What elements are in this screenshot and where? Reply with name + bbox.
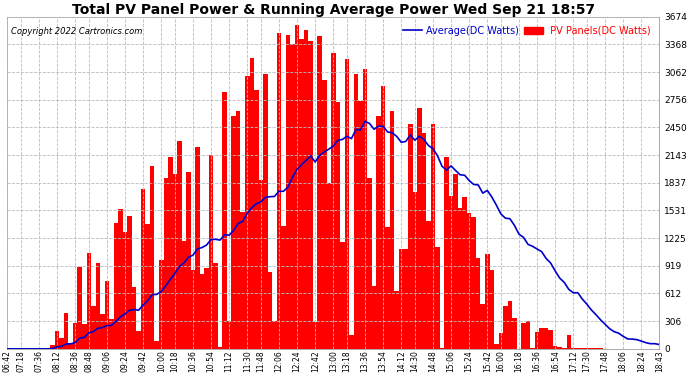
Legend: Average(DC Watts),  PV Panels(DC Watts): Average(DC Watts), PV Panels(DC Watts) [399, 22, 655, 39]
Title: Total PV Panel Power & Running Average Power Wed Sep 21 18:57: Total PV Panel Power & Running Average P… [72, 3, 595, 17]
Text: Copyright 2022 Cartronics.com: Copyright 2022 Cartronics.com [10, 27, 142, 36]
